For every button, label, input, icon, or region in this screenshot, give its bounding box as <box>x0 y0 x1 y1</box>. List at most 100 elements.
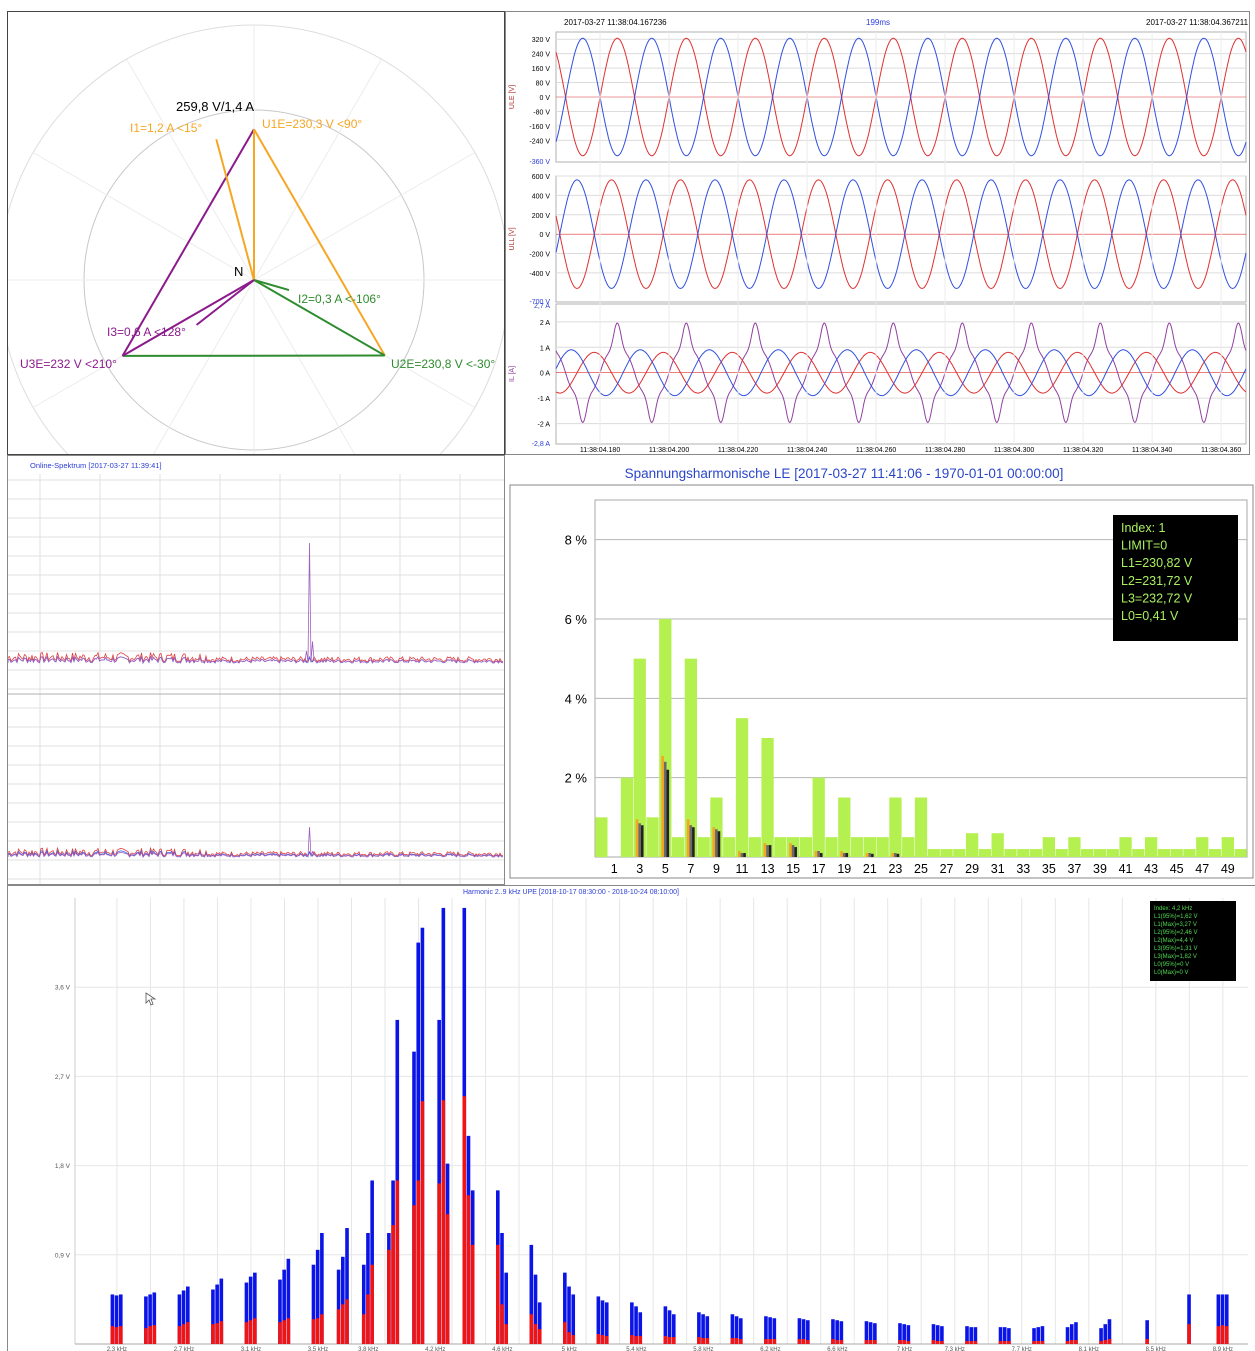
harmonic-limit-bar <box>748 837 761 857</box>
khz-p95-bar <box>801 1339 806 1344</box>
spectrum-trace <box>8 826 504 858</box>
harmonic-limit-bar <box>1093 849 1107 857</box>
khz-p95-bar <box>873 1340 877 1344</box>
khz-tooltip-line: L0(95%)=0 V <box>1154 962 1189 968</box>
harmonic-limit-bar <box>1119 837 1132 857</box>
khz-max-bar <box>797 1318 802 1344</box>
khz-max-bar <box>864 1321 869 1344</box>
harmonic-limit-bar <box>697 837 710 857</box>
khz-y-tick: 2,7 V <box>55 1074 71 1081</box>
khz-x-tick: 5,8 kHz <box>693 1347 713 1351</box>
khz-p95-bar <box>671 1337 676 1344</box>
scope-y-tick: 0 V <box>539 95 550 102</box>
khz-max-bar <box>118 1294 123 1344</box>
khz-max-bar <box>600 1300 605 1344</box>
khz-x-tick: 5,4 kHz <box>626 1347 646 1351</box>
scope-x-tick: 11:38:04.240 <box>787 447 827 454</box>
khz-p95-bar <box>537 1329 542 1344</box>
khz-max-bar <box>831 1319 835 1344</box>
vector-u3e <box>122 279 255 357</box>
khz-max-bar <box>571 1294 576 1344</box>
vector-u2e <box>253 279 386 357</box>
scope-series-trace <box>555 179 1247 289</box>
khz-p95-bar <box>110 1326 115 1344</box>
harmonic-limit-bar <box>595 817 608 857</box>
khz-max-bar <box>604 1302 609 1344</box>
harmonic-measured-bar <box>766 845 769 857</box>
scope-y-axis-label: ULE [V] <box>509 85 516 109</box>
harmonic-khz-chart: Harmonic 2..9 kHz UPE [2018-10-17 08:30:… <box>55 889 1248 1351</box>
khz-max-bar <box>311 1264 316 1344</box>
khz-p95-bar <box>571 1335 576 1344</box>
khz-p95-bar <box>1187 1324 1191 1344</box>
vector-i1 <box>215 138 255 281</box>
harmonic-measured-bar <box>717 831 721 857</box>
khz-p95-bar <box>1224 1326 1229 1344</box>
scope-y-tick: 80 V <box>536 81 551 88</box>
khz-p95-bar <box>496 1244 500 1344</box>
khz-tooltip-line: L1(95%)=1,62 V <box>1154 914 1198 920</box>
khz-tooltip-line: L1(Max)=3,27 V <box>1154 922 1197 928</box>
khz-p95-bar <box>1216 1326 1221 1344</box>
harmonics-x-tick: 49 <box>1221 862 1235 876</box>
radial-gridline <box>152 279 255 454</box>
harmonic-measured-bar <box>894 853 897 857</box>
spectrum-trace <box>8 846 503 858</box>
harmonic-measured-bar <box>871 853 874 857</box>
harmonic-measured-bar <box>791 845 795 857</box>
harmonics-x-tick: 35 <box>1042 862 1056 876</box>
khz-p95-bar <box>697 1337 701 1344</box>
harmonics-x-tick: 37 <box>1067 862 1081 876</box>
harmonic-limit-bar <box>1081 849 1094 857</box>
harmonics-le-panel: Spannungsharmonische LE [2017-03-27 11:4… <box>505 455 1255 885</box>
harmonics-x-tick: 7 <box>687 862 694 876</box>
khz-max-bar <box>839 1321 844 1344</box>
harmonics-tooltip-line: L3=232,72 V <box>1121 591 1193 605</box>
khz-p95-bar <box>395 1180 400 1344</box>
label-u2: U2E=230,8 V <-30° <box>391 357 495 371</box>
khz-p95-bar <box>311 1319 316 1344</box>
harmonic-limit-bar <box>774 837 787 857</box>
harmonic-measured-bar <box>819 853 823 857</box>
harmonic-measured-bar <box>896 853 900 857</box>
khz-tooltip-box <box>1150 901 1236 981</box>
phasor-diagram: 259,8 V/1,4 A N I1=1,2 A <15° U1E=230,3 V <… <box>8 24 504 454</box>
harmonics-tooltip-line: Index: 1 <box>1121 521 1166 535</box>
khz-x-tick: 6,2 kHz <box>760 1347 780 1351</box>
khz-max-bar <box>705 1316 710 1344</box>
harmonic-measured-bar <box>842 853 846 857</box>
spectrum-chart: Online-Spektrum [2017-03-27 11:39:41] <box>8 461 504 884</box>
spectrum-panel: Online-Spektrum [2017-03-27 11:39:41] <box>7 455 505 885</box>
scope-panel: 2017-03-27 11:38:04.167236 199ms 2017-03-2… <box>505 11 1250 455</box>
khz-p95-bar <box>563 1322 567 1344</box>
khz-max-bar <box>253 1272 257 1344</box>
harmonic-limit-bar <box>723 837 736 857</box>
khz-p95-bar <box>705 1338 710 1344</box>
khz-max-bar <box>730 1314 735 1344</box>
khz-max-bar <box>969 1327 974 1344</box>
harmonic-measured-bar <box>763 843 767 857</box>
khz-p95-bar <box>504 1324 509 1344</box>
khz-p95-bar <box>445 1214 450 1344</box>
khz-max-bar <box>181 1290 186 1344</box>
khz-max-bar <box>144 1296 148 1344</box>
harmonics-x-tick: 25 <box>914 862 928 876</box>
scope-y-tick: 200 V <box>532 213 551 220</box>
label-i2: I2=0,3 A <-106° <box>298 292 381 306</box>
scope-start-time: 2017-03-27 11:38:04.167236 <box>564 18 667 27</box>
harmonic-limit-bar <box>1042 837 1055 857</box>
harmonic-limit-bar <box>991 833 1004 857</box>
khz-p95-bar <box>764 1339 768 1344</box>
harmonics-y-tick: 6 % <box>565 612 588 627</box>
khz-p95-bar <box>412 1205 416 1344</box>
khz-max-bar <box>1007 1328 1011 1344</box>
khz-x-tick: 6,6 kHz <box>827 1347 847 1351</box>
khz-p95-bar <box>1074 1340 1078 1344</box>
harmonics-x-tick: 9 <box>713 862 720 876</box>
harmonics-le-title: Spannungsharmonische LE [2017-03-27 11:4… <box>625 466 1064 481</box>
khz-max-bar <box>286 1258 291 1344</box>
khz-max-bar <box>529 1244 534 1344</box>
khz-max-bar <box>697 1312 701 1344</box>
scope-x-tick: 11:38:04.340 <box>1132 447 1172 454</box>
harmonic-limit-bar <box>671 837 685 857</box>
